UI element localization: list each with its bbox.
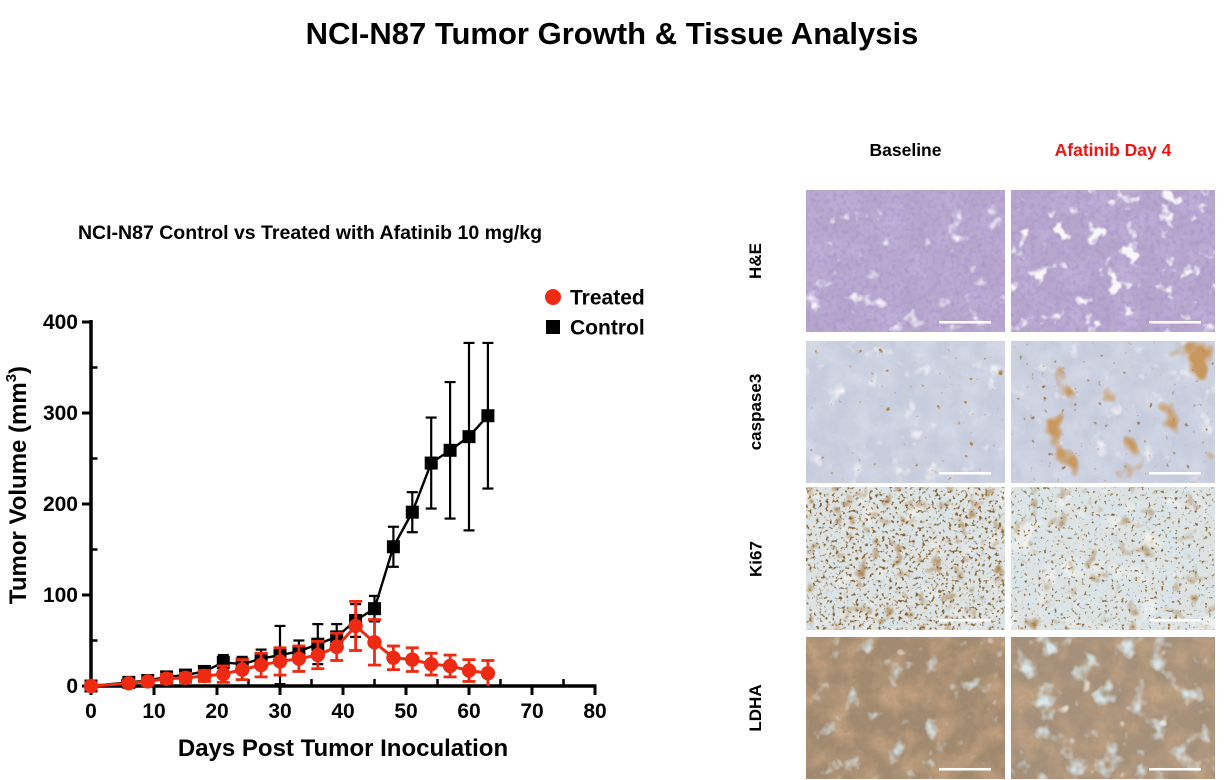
scale-bar [1149, 619, 1201, 622]
tumor-growth-chart: 0 100 200 300 400 0 10 20 30 40 50 60 70 80 Days Post … [3, 287, 645, 763]
histology-image [1011, 341, 1215, 483]
y-axis-title: Tumor Volume (mm3) [3, 366, 32, 604]
x-tick-label: 60 [457, 700, 480, 723]
legend-label-treated: Treated [570, 287, 645, 310]
x-tick-label: 80 [583, 700, 606, 723]
column-header-baseline: Baseline [869, 140, 942, 160]
histology-panel-ldha-afatinib-day4 [1011, 637, 1215, 779]
treated-marker [442, 658, 458, 674]
treated-marker [178, 670, 193, 686]
treated-marker [461, 663, 477, 678]
stain-layer [1011, 190, 1215, 332]
histology-image [1011, 637, 1215, 779]
control-marker [481, 409, 495, 423]
stain-layer [806, 190, 1005, 332]
treated-marker [480, 666, 496, 681]
treated-marker [405, 652, 420, 667]
row-label-ki67: Ki67 [746, 540, 765, 577]
y-tick-label: 0 [66, 675, 78, 698]
histology-image [806, 637, 1005, 779]
histology-panel-ki67-afatinib-day4 [1011, 487, 1215, 630]
x-axis-title: Days Post Tumor Inoculation [178, 735, 508, 762]
scale-bar [1149, 472, 1201, 475]
treated-marker [83, 678, 99, 694]
x-tick-label: 70 [520, 700, 543, 723]
treated-marker [216, 666, 231, 682]
treated-marker [291, 651, 307, 666]
treated-marker [235, 662, 250, 677]
stain-layer [806, 487, 1005, 630]
treated-marker [253, 657, 269, 673]
series-control [84, 341, 495, 693]
scale-bar [939, 321, 991, 324]
histology-image [806, 341, 1005, 483]
stain-layer [806, 637, 1005, 779]
row-label-ldha: LDHA [746, 684, 765, 732]
row-label-caspase3: caspase3 [746, 373, 765, 451]
treated-marker [329, 639, 344, 655]
histology-image [806, 487, 1005, 630]
x-tick-label: 30 [268, 700, 291, 723]
treated-marker [367, 635, 382, 650]
y-tick-label: 400 [43, 311, 78, 334]
histology-image [1011, 190, 1215, 332]
column-header-afatinib-day-4: Afatinib Day 4 [1054, 140, 1172, 160]
treated-marker [140, 674, 155, 689]
main-title: NCI-N87 Tumor Growth & Tissue Analysis [305, 16, 919, 51]
treated-marker [348, 618, 363, 634]
control-marker [368, 602, 381, 616]
series-treated [83, 599, 496, 694]
treated-marker [197, 668, 212, 684]
histology-panel-caspase3-baseline [806, 341, 1005, 483]
histology-panel-caspase3-afatinib-day4 [1011, 341, 1215, 483]
histology-panel-ki67-baseline [806, 487, 1005, 630]
y-tick-label: 300 [43, 402, 78, 425]
x-tick-label: 20 [205, 700, 228, 723]
control-marker [405, 505, 419, 519]
row-label-he: H&E [746, 243, 765, 279]
histology-image [806, 190, 1005, 332]
scale-bar [1149, 321, 1201, 324]
scale-bar [939, 619, 991, 622]
stain-layer [1011, 341, 1215, 483]
treated-marker [121, 676, 136, 691]
legend-marker-treated [545, 289, 561, 305]
control-marker [424, 456, 438, 470]
x-tick-label: 40 [331, 700, 354, 723]
scale-bar [939, 768, 991, 771]
control-marker [443, 443, 457, 457]
stain-layer [1011, 637, 1215, 779]
x-tick-label: 10 [142, 700, 165, 723]
legend-marker-control [546, 320, 560, 334]
stain-layer [1011, 487, 1215, 630]
y-tick-label: 200 [43, 493, 78, 516]
histology-panel-ldha-baseline [806, 637, 1005, 779]
treated-marker [159, 671, 174, 686]
legend: Treated Control [545, 287, 645, 340]
y-tick-label: 100 [43, 584, 78, 607]
x-tick-label: 50 [394, 700, 417, 723]
histology-panel-he-baseline [806, 190, 1005, 332]
control-marker [386, 540, 400, 554]
legend-label-control: Control [570, 317, 645, 340]
scale-bar [1149, 768, 1201, 771]
chart-title: NCI-N87 Control vs Treated with Afatinib… [77, 222, 543, 244]
x-tick-label: 0 [85, 700, 97, 723]
histology-panel-he-afatinib-day4 [1011, 190, 1215, 332]
scale-bar [939, 472, 991, 475]
control-marker [462, 430, 476, 444]
treated-marker [424, 656, 439, 672]
stain-layer [806, 341, 1005, 483]
treated-marker [310, 647, 325, 663]
treated-marker [272, 654, 288, 669]
histology-image [1011, 487, 1215, 630]
treated-marker [386, 650, 401, 665]
series-line [90, 414, 489, 688]
